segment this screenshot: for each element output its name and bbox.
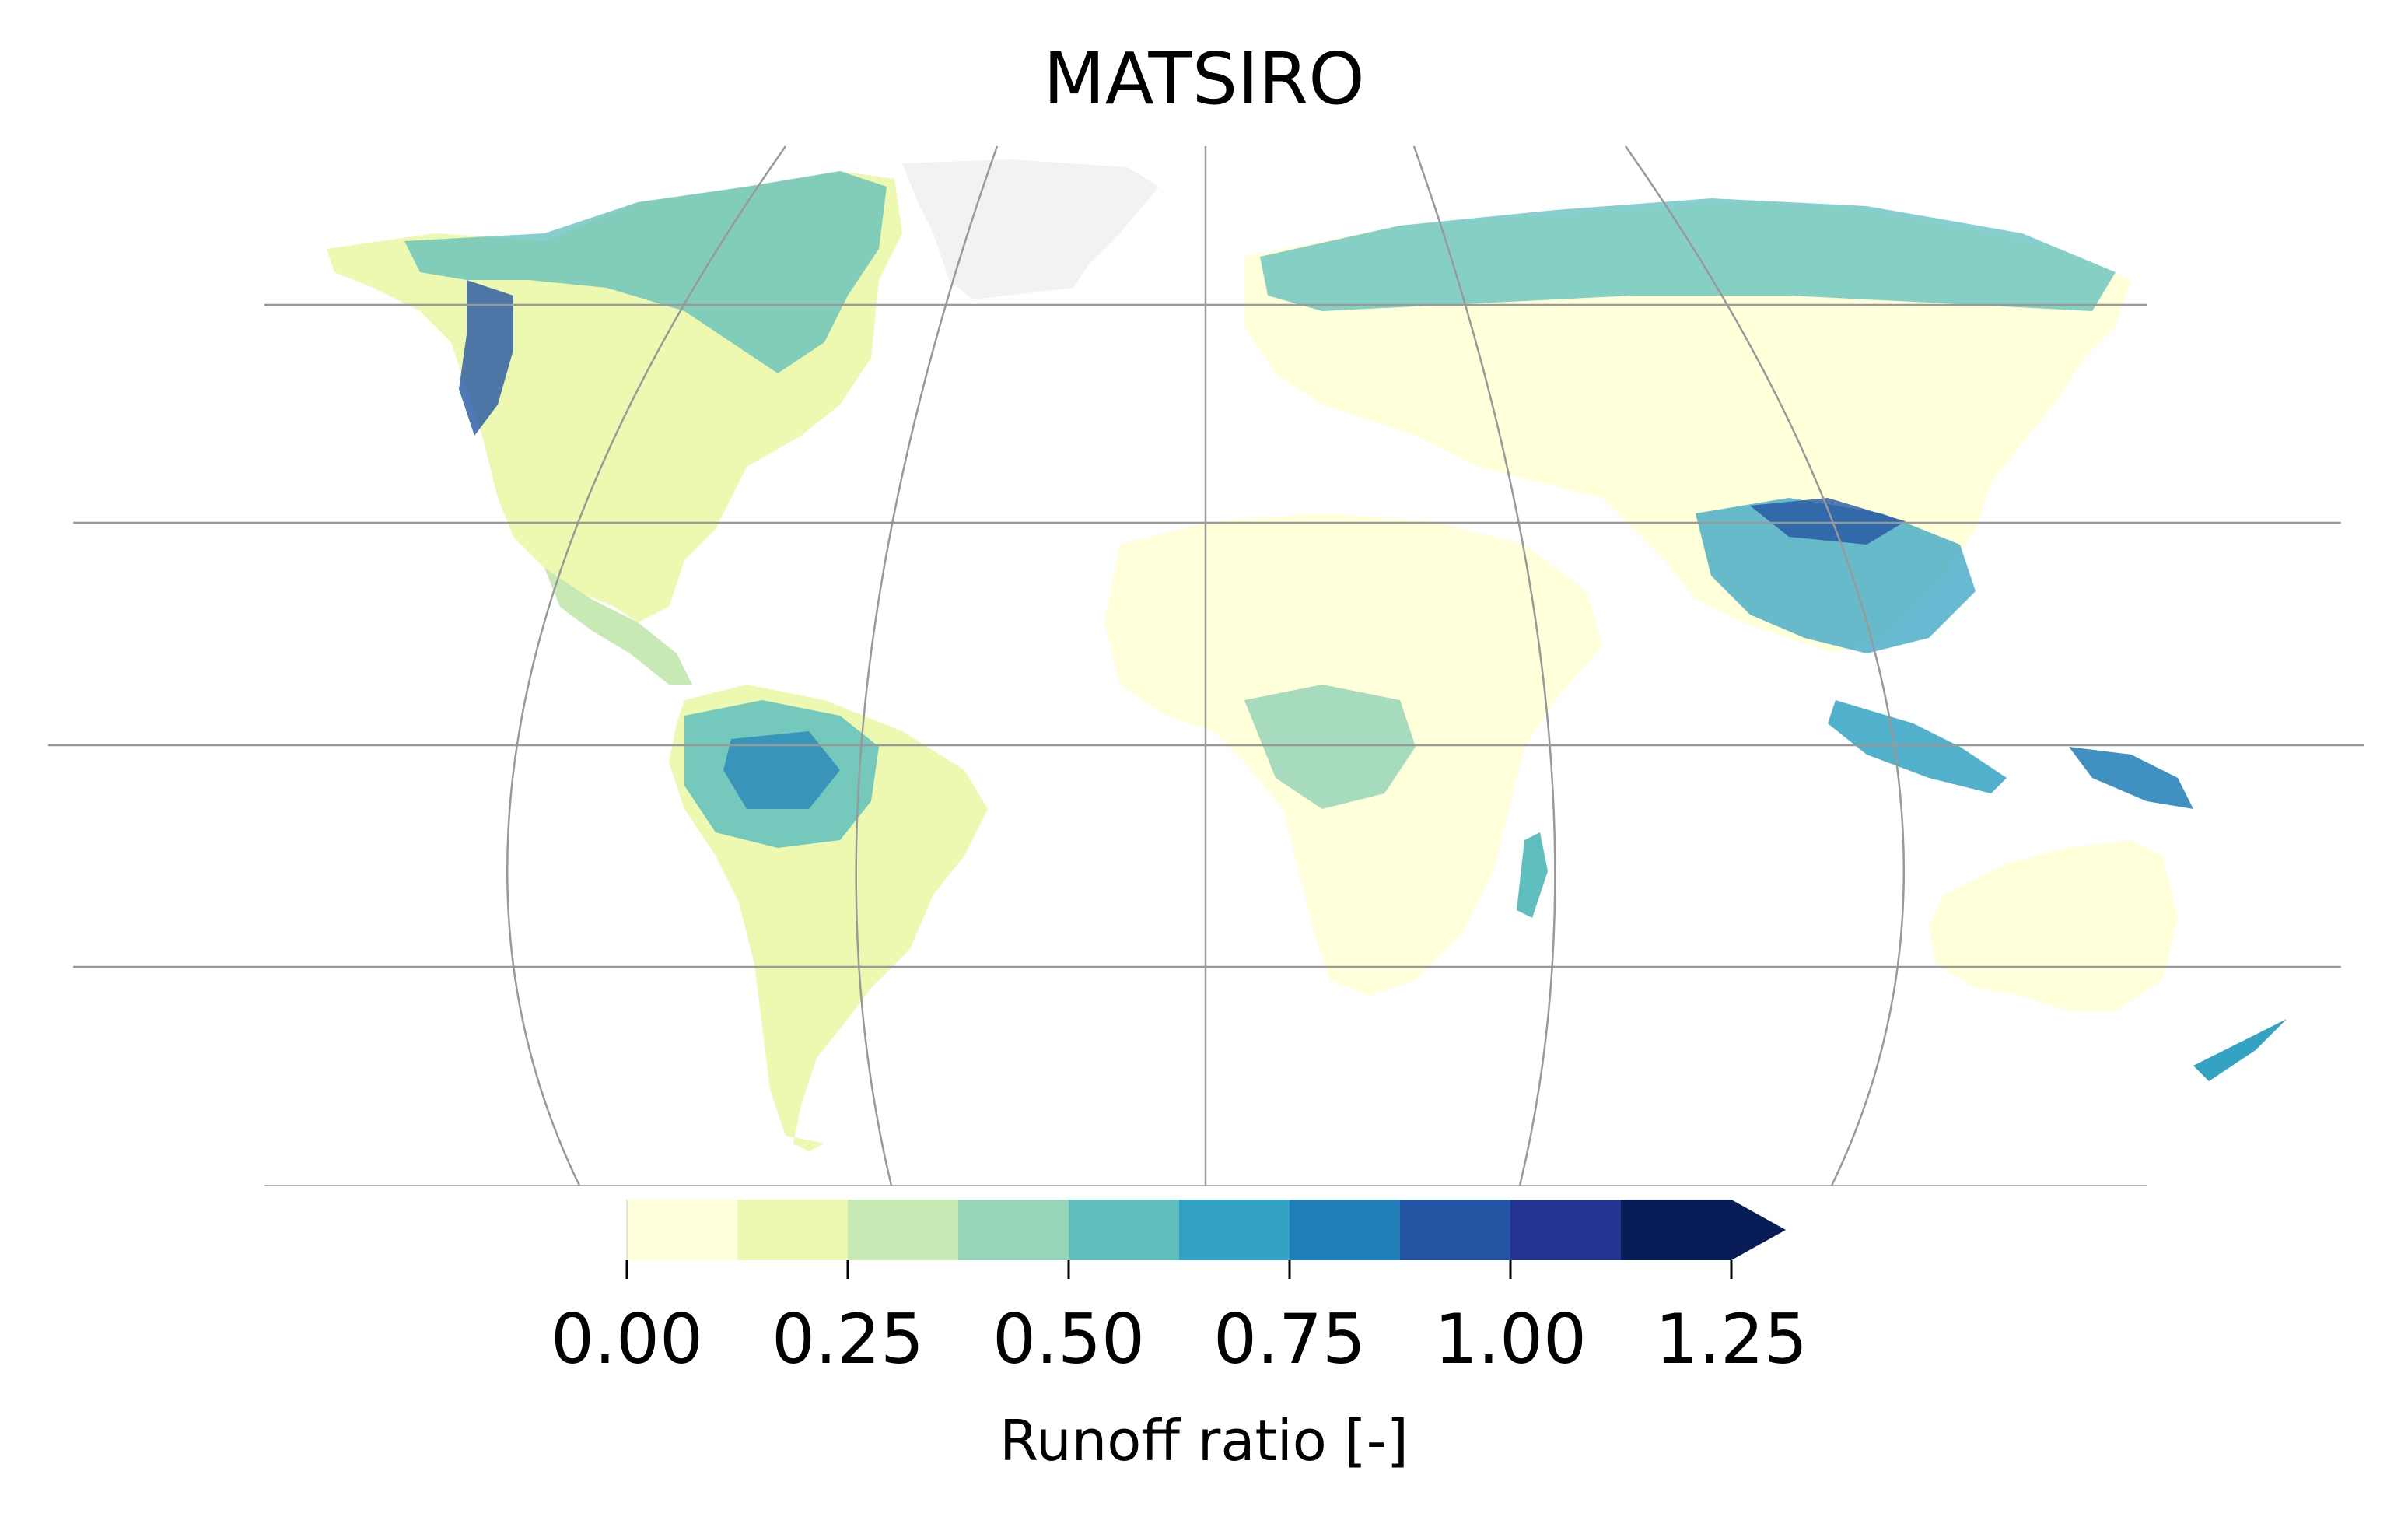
- colorbar-tick-label: 1.25: [1655, 1299, 1808, 1379]
- colorbar-tick-label: 0.25: [772, 1299, 924, 1379]
- colorbar-bin: [1400, 1200, 1511, 1260]
- central-africa-wet: [1244, 685, 1416, 809]
- colorbar-bin: [1290, 1200, 1401, 1260]
- colorbar-tick-label: 0.50: [992, 1299, 1145, 1379]
- colorbar-tick-label: 0.00: [551, 1299, 703, 1379]
- colorbar-bin: [627, 1200, 738, 1260]
- colorbar-bin: [1069, 1200, 1180, 1260]
- new-zealand-region: [2193, 1019, 2287, 1081]
- colorbar-bin: [958, 1200, 1069, 1260]
- north-america-coast-wet: [459, 280, 513, 436]
- meridian-60w: [855, 145, 999, 1186]
- amazon-core: [723, 731, 840, 809]
- colorbar-extend-arrow: [1731, 1200, 1786, 1260]
- madagascar-region: [1517, 832, 1548, 918]
- new-guinea-region: [2069, 747, 2193, 809]
- land-masses: [327, 159, 2287, 1151]
- indonesia-region: [1828, 700, 2007, 793]
- south-asia-wet: [1696, 498, 1976, 653]
- meridian-120e: [1624, 145, 1906, 1186]
- colorbar-bin: [737, 1200, 849, 1260]
- map-title: MATSIRO: [1043, 37, 1365, 121]
- colorbar-bin: [848, 1200, 959, 1260]
- colorbar-bin: [1510, 1200, 1622, 1260]
- greenland-region: [902, 159, 1159, 299]
- himalaya-wet: [1750, 498, 1906, 545]
- colorbar-bin: [1179, 1200, 1290, 1260]
- meridian-120w: [506, 145, 787, 1186]
- meridians: [506, 145, 1906, 1186]
- colorbar-tick-label: 0.75: [1213, 1299, 1366, 1379]
- colorbar-bin: [1621, 1200, 1732, 1260]
- colorbar-label: Runoff ratio [-]: [999, 1408, 1409, 1473]
- central-america-region: [544, 568, 692, 685]
- north-america-north-wet: [404, 171, 887, 373]
- meridian-60e: [1412, 145, 1556, 1186]
- colorbar-tick-label: 1.00: [1434, 1299, 1587, 1379]
- australia-region: [1929, 840, 2178, 1011]
- siberia-wet: [1260, 198, 2116, 311]
- colorbar: [625, 1200, 1786, 1279]
